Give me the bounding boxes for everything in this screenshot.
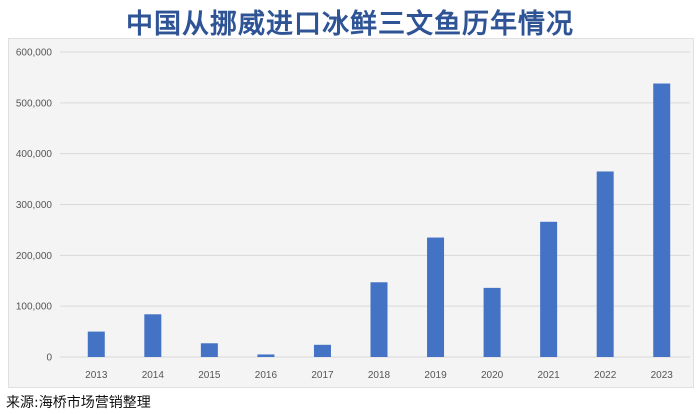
- bar-2013: [87, 331, 105, 357]
- x-tick-label: 2013: [85, 370, 108, 381]
- bar-2016: [257, 354, 275, 357]
- y-axis-ticks: 0 100,000 200,000 300,000 400,000 500,000 600,…: [16, 48, 53, 364]
- bar-2022: [596, 171, 614, 357]
- y-tick-label: 100,000: [16, 302, 53, 313]
- bars: [87, 83, 671, 358]
- x-tick-label: 2018: [368, 370, 391, 381]
- y-tick-label: 600,000: [16, 48, 53, 59]
- bar-2021: [540, 221, 558, 357]
- x-tick-label: 2019: [424, 370, 447, 381]
- x-tick-label: 2021: [538, 370, 561, 381]
- x-tick-label: 2020: [481, 370, 504, 381]
- y-tick-label: 500,000: [16, 98, 53, 109]
- bar-2015: [200, 343, 218, 357]
- gridlines: [60, 51, 690, 358]
- bar-2014: [144, 314, 162, 357]
- y-tick-label: 400,000: [16, 149, 53, 160]
- bar-2023: [653, 83, 671, 358]
- bar-2017: [313, 344, 331, 357]
- x-axis-ticks: 2013 2014 2015 2016 2017 2018 2019 2020 2021 2022…: [85, 370, 673, 381]
- y-tick-label: 0: [46, 353, 52, 364]
- y-tick-label: 300,000: [16, 200, 53, 211]
- bar-2019: [427, 237, 445, 357]
- x-tick-label: 2023: [651, 370, 674, 381]
- bar-2018: [370, 282, 388, 357]
- chart-title: 中国从挪威进口冰鲜三文鱼历年情况: [126, 9, 574, 40]
- x-tick-label: 2014: [142, 370, 165, 381]
- x-tick-label: 2017: [311, 370, 334, 381]
- source-note: 来源:海桥市场营销整理: [6, 395, 151, 411]
- x-tick-label: 2022: [594, 370, 617, 381]
- y-tick-label: 200,000: [16, 251, 53, 262]
- x-tick-label: 2015: [198, 370, 221, 381]
- chart-panel: [8, 38, 694, 388]
- bar-2020: [483, 287, 501, 357]
- x-tick-label: 2016: [255, 370, 278, 381]
